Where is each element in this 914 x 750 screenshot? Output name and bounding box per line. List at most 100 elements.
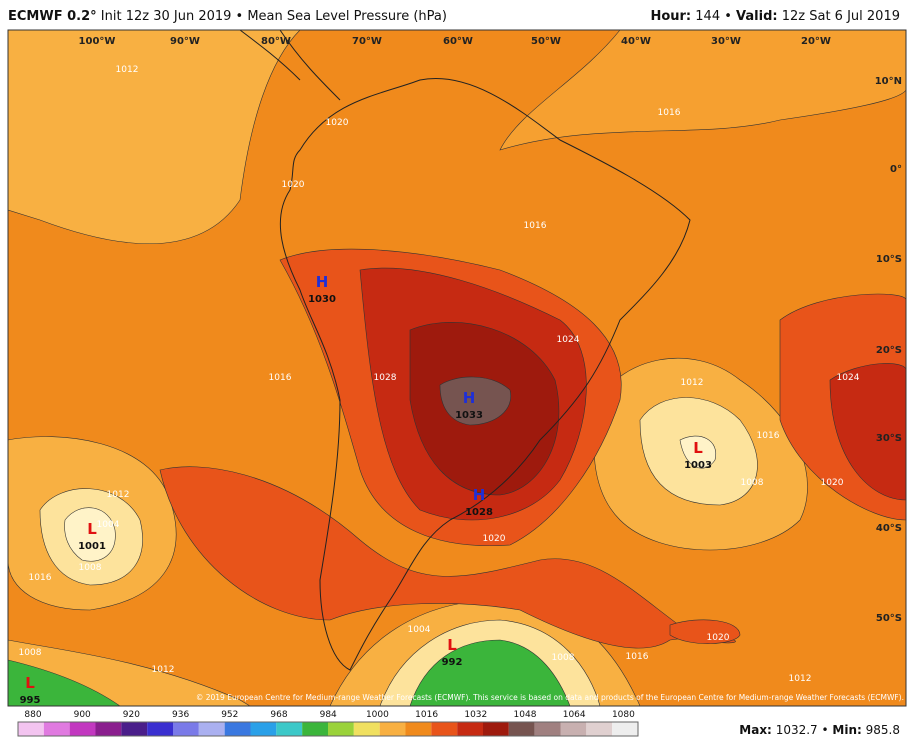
colorbar-swatch bbox=[612, 722, 638, 736]
map-frame bbox=[7, 29, 907, 707]
longitude-label: 70°W bbox=[352, 36, 382, 47]
south-america bbox=[279, 78, 691, 671]
hour: 144 • bbox=[695, 9, 732, 24]
isobar-label: 1016 bbox=[524, 221, 547, 231]
max-label: Max: bbox=[739, 723, 772, 737]
colorbar-swatch bbox=[198, 722, 225, 736]
colorbar-swatch bbox=[173, 722, 199, 736]
isobar-label: 1004 bbox=[97, 520, 120, 530]
colorbar-tick: 1016 bbox=[415, 710, 438, 720]
colorbar-tick: 900 bbox=[74, 710, 91, 720]
field-1020-small bbox=[669, 619, 741, 644]
colorbar-swatch bbox=[147, 722, 173, 736]
colorbar-tick: 1080 bbox=[612, 710, 635, 720]
colorbar-swatch bbox=[457, 722, 483, 736]
pressure-center-symbol: L bbox=[447, 636, 457, 654]
latitude-label: 0° bbox=[890, 164, 902, 175]
colorbar-swatch bbox=[405, 722, 432, 736]
header-left: ECMWF 0.2° Init 12z 30 Jun 2019 • Mean S… bbox=[8, 9, 447, 24]
isobar-label: 1012 bbox=[681, 378, 704, 388]
longitude-label: 30°W bbox=[711, 36, 741, 47]
pressure-center-value: 995 bbox=[20, 695, 41, 706]
field-1004-west bbox=[64, 507, 116, 562]
stats: Max: 1032.7 • Min: 985.8 bbox=[739, 723, 900, 737]
longitude-label: 20°W bbox=[801, 36, 831, 47]
colorbar-swatch bbox=[43, 722, 70, 736]
colorbar-tick: 952 bbox=[221, 710, 238, 720]
isobar-label: 1024 bbox=[837, 373, 860, 383]
latitude-label: 20°S bbox=[876, 345, 902, 356]
colorbar-swatch bbox=[250, 722, 277, 736]
colorbar-swatch bbox=[586, 722, 613, 736]
header-right: Hour: 144 • Valid: 12z Sat 6 Jul 2019 bbox=[650, 9, 900, 24]
model: ECMWF 0.2° bbox=[8, 9, 97, 24]
isobar-label: 1020 bbox=[282, 180, 305, 190]
isobar-label: 1012 bbox=[789, 674, 812, 684]
valid: 12z Sat 6 Jul 2019 bbox=[781, 9, 900, 24]
hour-label: Hour: bbox=[650, 9, 692, 24]
colorbar-swatch bbox=[560, 722, 587, 736]
pressure-center-symbol: L bbox=[87, 520, 97, 538]
isobar-label: 1024 bbox=[557, 335, 580, 345]
colorbar-swatch bbox=[69, 722, 96, 736]
pressure-center-value: 1028 bbox=[465, 507, 493, 518]
colorbar-swatch bbox=[534, 722, 561, 736]
field-1032 bbox=[439, 376, 512, 426]
colorbar-swatch bbox=[508, 722, 535, 736]
latitude-label: 10°N bbox=[875, 76, 902, 87]
field-1016 bbox=[8, 30, 301, 245]
colorbar-swatch bbox=[379, 722, 406, 736]
pressure-center-symbol: H bbox=[473, 486, 486, 504]
longitude-label: 100°W bbox=[79, 36, 116, 47]
pressure-center-value: 1001 bbox=[78, 541, 106, 552]
central-america bbox=[239, 30, 341, 101]
pressure-center-value: 1003 bbox=[684, 460, 712, 471]
isobar-label: 1016 bbox=[658, 108, 681, 118]
isobar-label: 1012 bbox=[107, 490, 130, 500]
isobar-label: 1012 bbox=[152, 665, 175, 675]
colorbar-tick: 936 bbox=[172, 710, 189, 720]
isobar-label: 1008 bbox=[79, 563, 102, 573]
min-label: Min: bbox=[832, 723, 862, 737]
colorbar-tick: 1064 bbox=[563, 710, 586, 720]
latitude-label: 10°S bbox=[876, 254, 902, 265]
isobar-label: 1028 bbox=[374, 373, 397, 383]
field-1024-east bbox=[829, 363, 906, 501]
isobar-label: 1008 bbox=[552, 653, 575, 663]
longitude-label: 40°W bbox=[621, 36, 651, 47]
pressure-center-value: 1030 bbox=[308, 294, 336, 305]
isobar-label: 1020 bbox=[707, 633, 730, 643]
pressure-field bbox=[8, 30, 906, 706]
isobar-label: 1012 bbox=[116, 65, 139, 75]
title: Init 12z 30 Jun 2019 • Mean Sea Level Pr… bbox=[100, 9, 447, 24]
pressure-center-symbol: H bbox=[316, 273, 329, 291]
colorbar-swatch bbox=[302, 722, 328, 736]
latitude-label: 40°S bbox=[876, 523, 902, 534]
pressure-center-value: 1033 bbox=[455, 410, 483, 421]
colorbar-swatch bbox=[483, 722, 509, 736]
colorbar-swatch bbox=[224, 722, 251, 736]
latitude-label: 50°S bbox=[876, 613, 902, 624]
longitude-label: 80°W bbox=[261, 36, 291, 47]
pressure-center-value: 992 bbox=[442, 657, 463, 668]
pressure-center-symbol: L bbox=[693, 439, 703, 457]
colorbar-swatch bbox=[95, 722, 122, 736]
colorbar-tick: 1032 bbox=[464, 710, 487, 720]
copyright: © 2019 European Centre for Medium-range … bbox=[196, 693, 904, 702]
colorbar-tick: 1048 bbox=[514, 710, 537, 720]
min: 985.8 bbox=[865, 723, 900, 737]
longitude-label: 50°W bbox=[531, 36, 561, 47]
isobar-label: 1020 bbox=[326, 118, 349, 128]
field-1016b bbox=[499, 30, 906, 151]
colorbar-tick: 968 bbox=[270, 710, 287, 720]
colorbar-swatch bbox=[18, 722, 44, 736]
field-1004 bbox=[679, 435, 717, 469]
colorbar-swatch bbox=[276, 722, 303, 736]
latitude-label: 30°S bbox=[876, 433, 902, 444]
isobar-label: 1020 bbox=[821, 478, 844, 488]
isobar-label: 1016 bbox=[626, 652, 649, 662]
longitude-label: 90°W bbox=[170, 36, 200, 47]
colorbar-tick: 880 bbox=[24, 710, 41, 720]
